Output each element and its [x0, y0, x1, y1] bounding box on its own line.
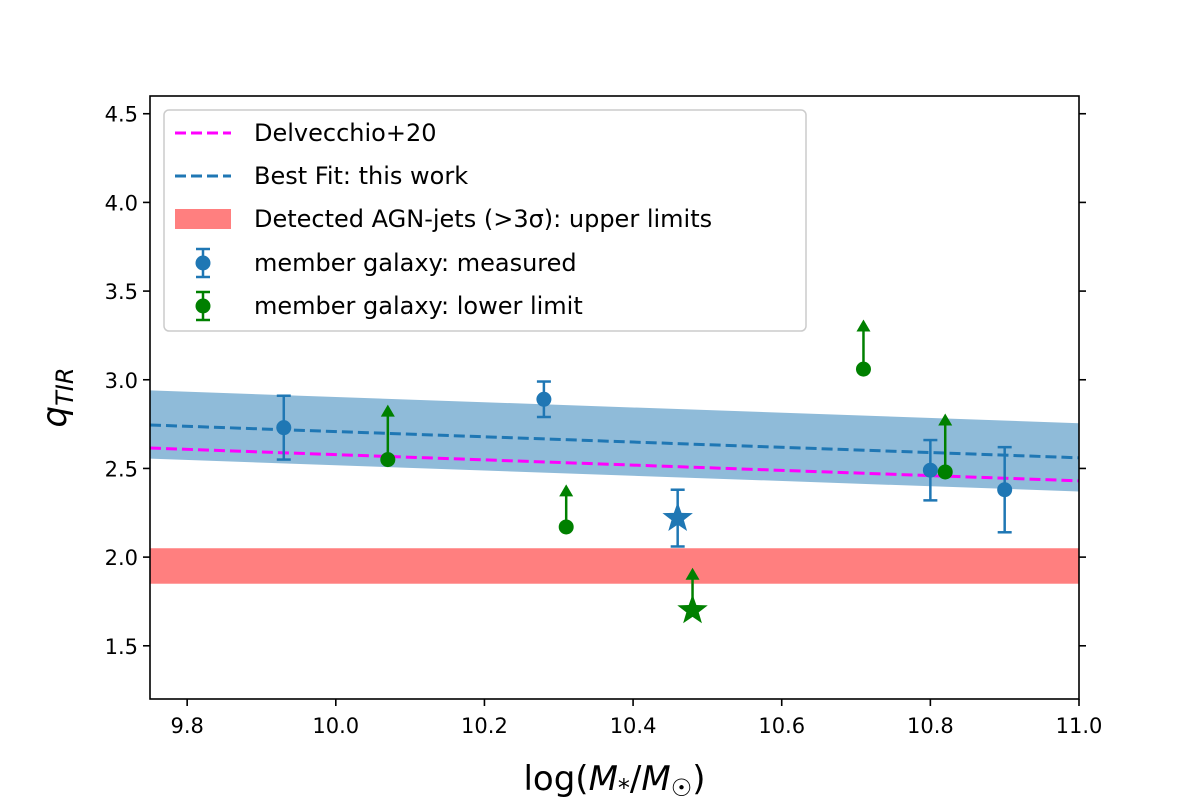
x-axis-label-part: log(	[523, 759, 588, 799]
measured-point	[997, 482, 1013, 498]
y-axis-label-part: TIR	[51, 367, 79, 405]
x-tick-label: 10.0	[312, 714, 359, 738]
plot-area	[150, 319, 1079, 624]
axes: 9.8 10.0 10.2 10.4 10.6 10.8 11.0 1.5 2.0 2.5 3.0 3…	[35, 95, 1103, 800]
x-axis-label-part: M	[641, 759, 670, 799]
legend-label: member galaxy: lower limit	[254, 292, 583, 320]
x-tick-label: 9.8	[170, 714, 203, 738]
lower-limit-arrow-head	[380, 404, 395, 417]
y-tick-label: 2.5	[105, 457, 138, 481]
legend-label: Detected AGN-jets (>3σ): upper limits	[254, 205, 712, 233]
x-axis-label-part: *	[618, 774, 630, 800]
legend-marker-swatch	[195, 298, 211, 314]
x-tick-label: 10.4	[610, 714, 657, 738]
x-axis-label-part: )	[692, 759, 705, 799]
x-tick-label: 11.0	[1056, 714, 1103, 738]
legend: Delvecchio+20 Best Fit: this work Detected…	[163, 109, 807, 332]
x-tick-label: 10.2	[461, 714, 508, 738]
plot-content	[150, 319, 1079, 624]
axes-frame	[149, 95, 1080, 700]
legend-marker-swatch	[195, 255, 211, 271]
x-axis-label-part: /	[630, 759, 642, 799]
measured-point	[276, 420, 292, 436]
x-axis-label-part: ☉	[671, 774, 693, 800]
x-axis-label-part: M	[589, 759, 618, 799]
lower-limit-point	[677, 594, 708, 624]
legend-patch-swatch	[175, 209, 231, 229]
lower-limit-arrow-head	[559, 484, 574, 497]
measured-point	[922, 462, 938, 478]
y-tick-label: 1.5	[105, 635, 138, 659]
y-tick-label: 3.0	[105, 369, 138, 393]
y-tick-label: 3.5	[105, 280, 138, 304]
legend-box	[163, 109, 807, 332]
lower-limit-point	[380, 452, 396, 468]
y-tick-label: 2.0	[105, 546, 138, 570]
x-tick-label: 10.6	[758, 714, 805, 738]
delvecchio-line	[150, 446, 1079, 483]
y-tick-label: 4.0	[105, 191, 138, 215]
agn-jets-band	[150, 548, 1079, 584]
lower-limit-point	[937, 464, 953, 480]
lower-limit-arrow-head	[856, 319, 871, 332]
y-axis-label: qTIR	[35, 367, 79, 427]
lower-limit-arrow-head	[685, 567, 700, 580]
x-tick-label: 10.8	[907, 714, 954, 738]
legend-label: member galaxy: measured	[254, 249, 577, 277]
lower-limit-point	[855, 361, 871, 377]
x-axis-label: log(M*/M☉)	[523, 759, 705, 800]
legend-label: Delvecchio+20	[254, 119, 436, 147]
lower-limit-point	[558, 519, 574, 535]
best-fit-line	[150, 423, 1079, 460]
y-axis-label-part: q	[35, 406, 75, 428]
y-tick-label: 4.5	[105, 103, 138, 127]
measured-point	[536, 391, 552, 407]
measured-point	[662, 502, 693, 532]
lower-limit-arrow-head	[938, 413, 953, 426]
legend-label: Best Fit: this work	[254, 162, 468, 190]
